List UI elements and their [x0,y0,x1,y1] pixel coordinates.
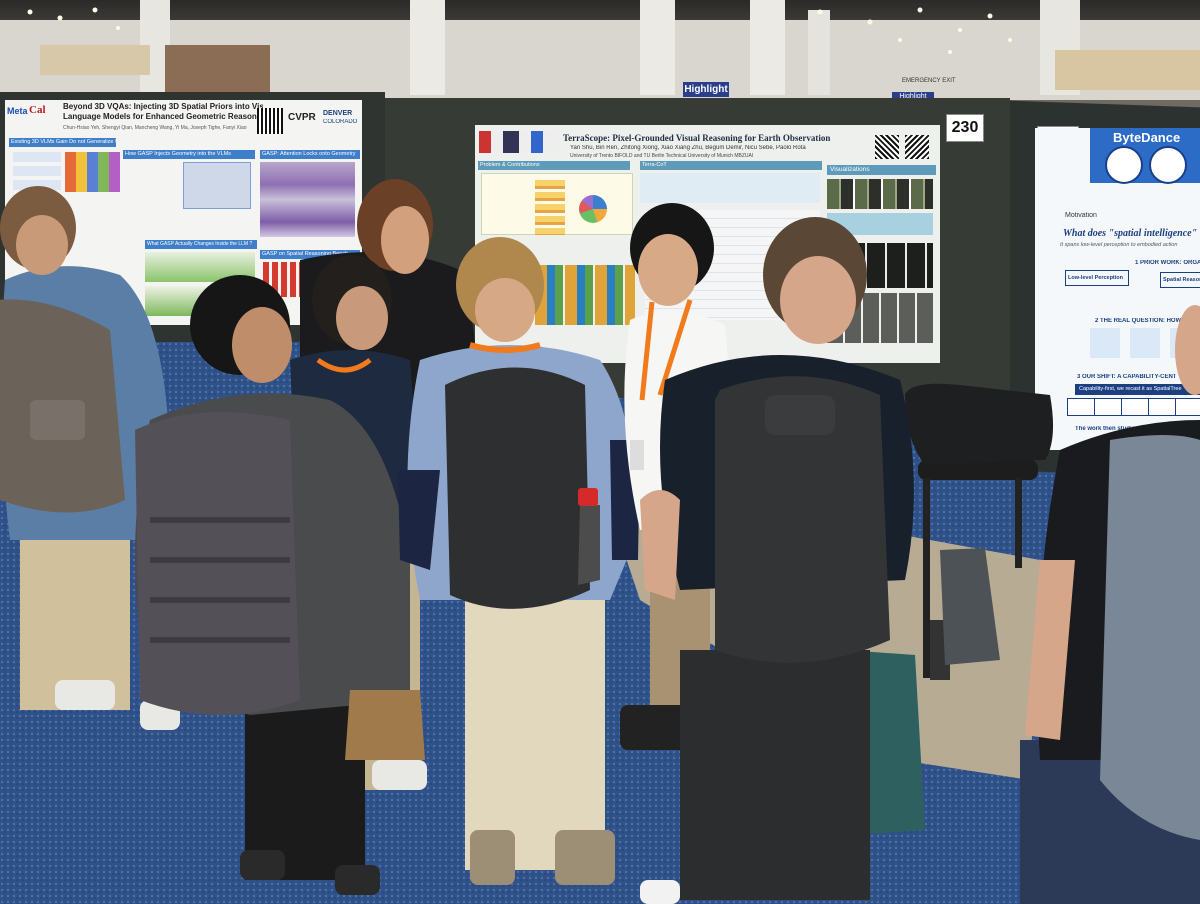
figure [640,173,820,203]
denver-label: DENVER [323,110,353,117]
highlight-sign: Highlight [892,92,934,102]
section-header: Terra-CoT [640,161,822,170]
person-grey-hoodie [135,275,425,895]
bytedance-logo: ByteDance [1113,130,1181,145]
pillar [808,10,830,95]
section-header: Problem & Contributions [478,161,630,170]
subhead: It spans low-level perception to embodie… [1060,242,1178,248]
section-header: GASP: Attention Locks onto Geometry [260,150,360,159]
step-label: 2 THE REAL QUESTION: HOW DO [1095,318,1192,324]
section-header: Existing 3D VLMs Gain Do not Generalize … [9,138,116,147]
pillar [750,0,785,95]
step-label: 1 PRIOR WORK: ORGA [1135,260,1200,266]
black-duffel-bag [905,383,1054,465]
qr-code [905,135,929,159]
colorado-label: COLORADO [323,119,358,125]
crates [40,45,150,75]
pie-figure [579,195,607,223]
capability-box: Spatial Reasoning [1160,272,1200,288]
poster-authors: Yan Shu, Bin Ren, Zhitong Xiong, Xiao Xi… [570,145,806,151]
cvpr-logo: CVPR [288,112,316,123]
poster-affiliations: University of Trento BIFOLD and TU Berli… [570,153,754,159]
pillar [410,0,445,95]
person-right-edge [1020,305,1200,904]
poster-right: ByteDance Motivation What does "spatial … [1035,128,1200,450]
meta-logo: Meta [7,106,28,116]
figure [535,265,635,325]
headline: What does "spatial intelligence" [1063,228,1198,239]
pillar [640,0,675,95]
capability-banner: Capability-first, we recast it as Spatia… [1075,384,1200,395]
board-number: 230 [946,114,984,142]
section-header: What GASP Actually Changes Inside the LL… [145,240,257,249]
crates [1055,50,1200,90]
logo-strip [479,131,559,153]
poster-title: Beyond 3D VQAs: Injecting 3D Spatial Pri… [63,102,263,111]
figure [827,213,933,235]
cal-logo: Cal [29,104,46,116]
person-blond [398,237,640,885]
section-header: How GASP Injects Geometry into the VLMs [123,150,255,159]
brick-stand [165,45,270,100]
motivation-label: Motivation [1065,212,1097,219]
poster-title: Language Models for Enhanced Geometric R… [63,112,263,121]
section-header: GASP on Spatial Reasoning Bench [260,250,360,259]
figure [260,162,355,237]
university-seal [1105,146,1143,184]
person-navy-polo [640,217,914,904]
figure [535,180,565,235]
university-seal [1149,146,1187,184]
figure [827,179,933,209]
section-header: Visualizations [827,165,936,175]
capability-box: Low-level Perception [1065,270,1129,286]
figure [65,152,120,192]
poster-title: TerraScope: Pixel-Grounded Visual Reason… [563,133,831,143]
qr-code [875,135,899,159]
figure [1067,398,1200,416]
qr-code [257,108,283,134]
poster-authors: Chun-Hsiao Yeh, Shengyi Qian, Mancheng W… [63,125,247,131]
step-label: 3 OUR SHIFT: A CAPABILITY-CENT [1077,374,1177,380]
exit-sign: EMERGENCY EXIT [902,78,956,84]
figure [183,162,251,209]
highlight-sign: Highlight [683,82,729,97]
floor-backpack [940,548,1000,665]
person-left-blue [0,186,180,730]
